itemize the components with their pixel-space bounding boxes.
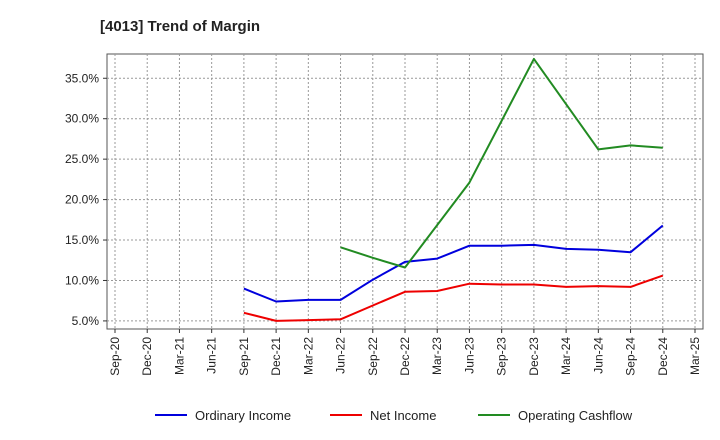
y-tick-label: 20.0%	[65, 193, 99, 207]
x-tick-label: Mar-23	[430, 337, 444, 375]
x-tick-label: Mar-25	[688, 337, 702, 375]
x-tick-label: Sep-21	[237, 337, 251, 376]
x-tick-label: Dec-24	[656, 337, 670, 376]
y-axis-ticks: 5.0% 10.0% 15.0% 20.0% 25.0% 30.0% 35.0%	[65, 71, 107, 328]
net-income-line	[243, 274, 664, 322]
x-tick-label: Dec-21	[269, 337, 283, 376]
y-tick-label: 30.0%	[65, 112, 99, 126]
x-tick-label: Dec-23	[527, 337, 541, 376]
x-tick-label: Mar-22	[301, 337, 315, 375]
ordinary-income-legend-label: Ordinary Income	[195, 408, 291, 423]
net-income-legend-label: Net Income	[370, 408, 436, 423]
y-tick-label: 25.0%	[65, 152, 99, 166]
x-tick-label: Sep-24	[624, 337, 638, 376]
x-tick-label: Sep-22	[366, 337, 380, 376]
ordinary-income-line	[243, 224, 664, 303]
x-tick-label: Jun-22	[334, 337, 348, 374]
series-lines	[243, 57, 664, 322]
y-tick-label: 5.0%	[72, 314, 100, 328]
x-tick-label: Sep-20	[108, 337, 122, 376]
y-tick-label: 35.0%	[65, 71, 99, 85]
operating-cashflow-legend-label: Operating Cashflow	[518, 408, 633, 423]
y-tick-label: 15.0%	[65, 233, 99, 247]
x-tick-label: Jun-24	[591, 337, 605, 374]
legend: Ordinary Income Net Income Operating Cashf…	[155, 408, 633, 423]
grid-lines	[107, 54, 703, 329]
x-tick-label: Dec-20	[140, 337, 154, 376]
x-tick-label: Dec-22	[398, 337, 412, 376]
x-axis-ticks: Sep-20 Dec-20 Mar-21 Jun-21 Sep-21 Dec-21 Mar-…	[108, 329, 702, 376]
chart-title: [4013] Trend of Margin	[100, 18, 260, 35]
operating-cashflow-line	[340, 57, 663, 269]
y-tick-label: 10.0%	[65, 273, 99, 287]
x-tick-label: Sep-23	[495, 337, 509, 376]
x-tick-label: Jun-21	[205, 337, 219, 374]
x-tick-label: Mar-21	[172, 337, 186, 375]
x-tick-label: Jun-23	[462, 337, 476, 374]
x-tick-label: Mar-24	[559, 337, 573, 375]
